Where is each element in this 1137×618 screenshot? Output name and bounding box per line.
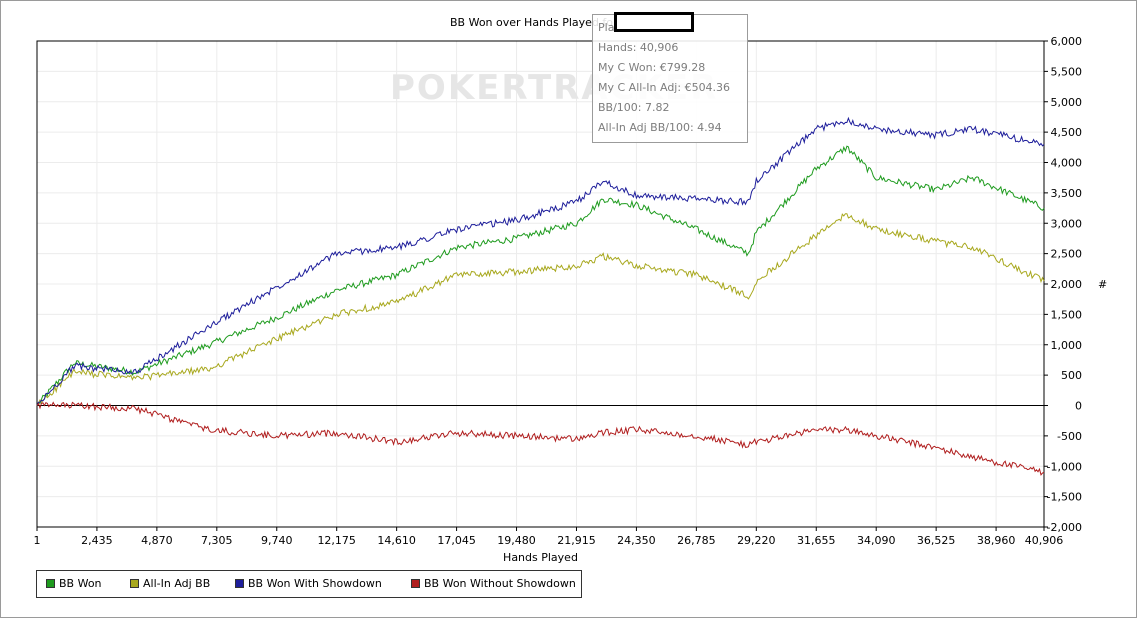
- y-tick-label: 5,500: [1051, 65, 1083, 78]
- tooltip-allin-adj-bb-per-100: All-In Adj BB/100: 4.94: [598, 121, 722, 134]
- y-tick-label: 6,000: [1051, 35, 1083, 48]
- x-tick-label: 26,785: [677, 534, 716, 547]
- legend-label: BB Won Without Showdown: [424, 577, 576, 590]
- legend-label: BB Won With Showdown: [248, 577, 382, 590]
- legend: BB Won All-In Adj BB BB Won With Showdow…: [36, 570, 582, 598]
- x-axis-label: Hands Played: [503, 551, 578, 564]
- x-tick-label: 29,220: [737, 534, 776, 547]
- x-tick-label: 17,045: [437, 534, 476, 547]
- series-line-bb-won-with-showdown: [36, 116, 1045, 406]
- tooltip-my-c-won: My C Won: €799.28: [598, 61, 706, 74]
- legend-swatch: [130, 579, 139, 588]
- y-tick-label: 2,000: [1051, 278, 1083, 291]
- series-layer: [36, 116, 1045, 476]
- redacted-player-name: [614, 12, 694, 32]
- chart-title: BB Won over Hands Played for: [450, 16, 618, 29]
- grid: [36, 40, 1045, 528]
- x-tick-label: 12,175: [317, 534, 356, 547]
- y-tick-label: -1,000: [1047, 460, 1082, 473]
- tooltip-hands: Hands: 40,906: [598, 41, 679, 54]
- x-tick-label: 4,870: [141, 534, 173, 547]
- x-axis: 1 2,435 4,870 7,305 9,740 12,175 14,610 17,045 1…: [34, 527, 1064, 547]
- tooltip-my-c-allin-adj: My C All-In Adj: €504.36: [598, 81, 731, 94]
- series-line-bb-won: [36, 145, 1045, 406]
- y-tick-label: 3,500: [1051, 187, 1083, 200]
- y-tick-label: -500: [1057, 430, 1082, 443]
- y-tick-label: 2,500: [1051, 248, 1083, 261]
- tooltip-player: Pla: [598, 21, 615, 34]
- x-tick-label: 21,915: [557, 534, 596, 547]
- y-tick-label: 4,000: [1051, 157, 1083, 170]
- y-tick-label: 1,000: [1051, 339, 1083, 352]
- x-tick-label: 24,350: [617, 534, 656, 547]
- x-tick-label: 34,090: [857, 534, 896, 547]
- y-axis-label: #: [1098, 278, 1107, 291]
- x-tick-label: 38,960: [977, 534, 1016, 547]
- legend-swatch: [46, 579, 55, 588]
- x-tick-label: 36,525: [917, 534, 956, 547]
- series-line-all-in-adj-bb: [36, 213, 1045, 406]
- x-tick-label: 7,305: [201, 534, 233, 547]
- x-tick-label: 2,435: [81, 534, 113, 547]
- data-tooltip: Pla Hands: 40,906 My C Won: €799.28 My C…: [592, 14, 748, 143]
- x-tick-label: 31,655: [797, 534, 836, 547]
- legend-swatch: [411, 579, 420, 588]
- y-axis: 6,000 5,500 5,000 4,500 4,000 3,500 3,000 2,500…: [1044, 35, 1082, 534]
- y-tick-label: 3,000: [1051, 217, 1083, 230]
- x-tick-label: 40,906: [1025, 534, 1064, 547]
- y-tick-label: -1,500: [1047, 491, 1082, 504]
- y-tick-label: 5,000: [1051, 96, 1083, 109]
- tooltip-bb-per-100: BB/100: 7.82: [598, 101, 670, 114]
- y-tick-label: 4,500: [1051, 126, 1083, 139]
- legend-swatch: [235, 579, 244, 588]
- y-tick-label: 1,500: [1051, 308, 1083, 321]
- x-tick-label: 19,480: [497, 534, 536, 547]
- x-tick-label: 14,610: [377, 534, 416, 547]
- y-tick-label: 500: [1061, 369, 1082, 382]
- y-tick-label: -2,000: [1047, 521, 1082, 534]
- y-tick-label: 0: [1075, 400, 1082, 413]
- x-tick-label: 9,740: [261, 534, 293, 547]
- legend-label: All-In Adj BB: [143, 577, 211, 590]
- x-tick-label: 1: [34, 534, 41, 547]
- legend-label: BB Won: [59, 577, 102, 590]
- series-line-bb-won-without-showdown: [36, 401, 1045, 476]
